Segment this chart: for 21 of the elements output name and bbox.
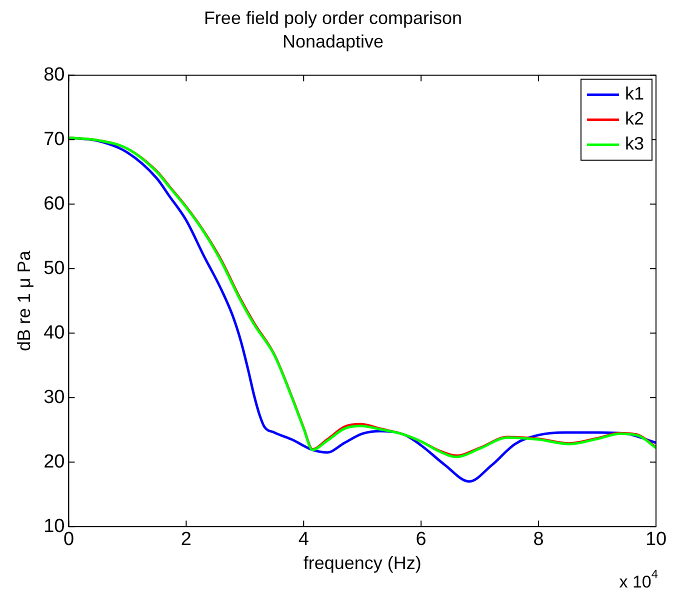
x-tick-label: 0 [63,529,74,550]
chart-title: Free field poly order comparison [204,8,462,28]
x-tick-label: 2 [180,529,192,550]
x-tick-label: 8 [533,529,544,550]
chart-subtitle: Nonadaptive [282,31,384,52]
y-tick-label: 20 [44,451,65,472]
x-axis-title: frequency (Hz) [303,553,422,574]
y-tick-label: 80 [44,64,65,86]
y-tick-label: 40 [44,322,65,344]
x-tick-label: 4 [298,529,310,550]
y-axis-title: dB re 1 μ Pa [14,250,34,352]
y-tick-label: 10 [44,516,65,537]
y-tick-label: 60 [44,193,65,214]
x-tick-label: 6 [416,529,426,550]
legend-label: k3 [624,134,644,154]
x-tick-label: 10 [645,529,667,550]
y-tick-label: 50 [44,258,65,279]
legend-label: k1 [624,84,644,104]
y-tick-label: 70 [44,128,65,150]
legend-label: k2 [624,108,644,129]
y-tick-label: 30 [44,386,65,408]
